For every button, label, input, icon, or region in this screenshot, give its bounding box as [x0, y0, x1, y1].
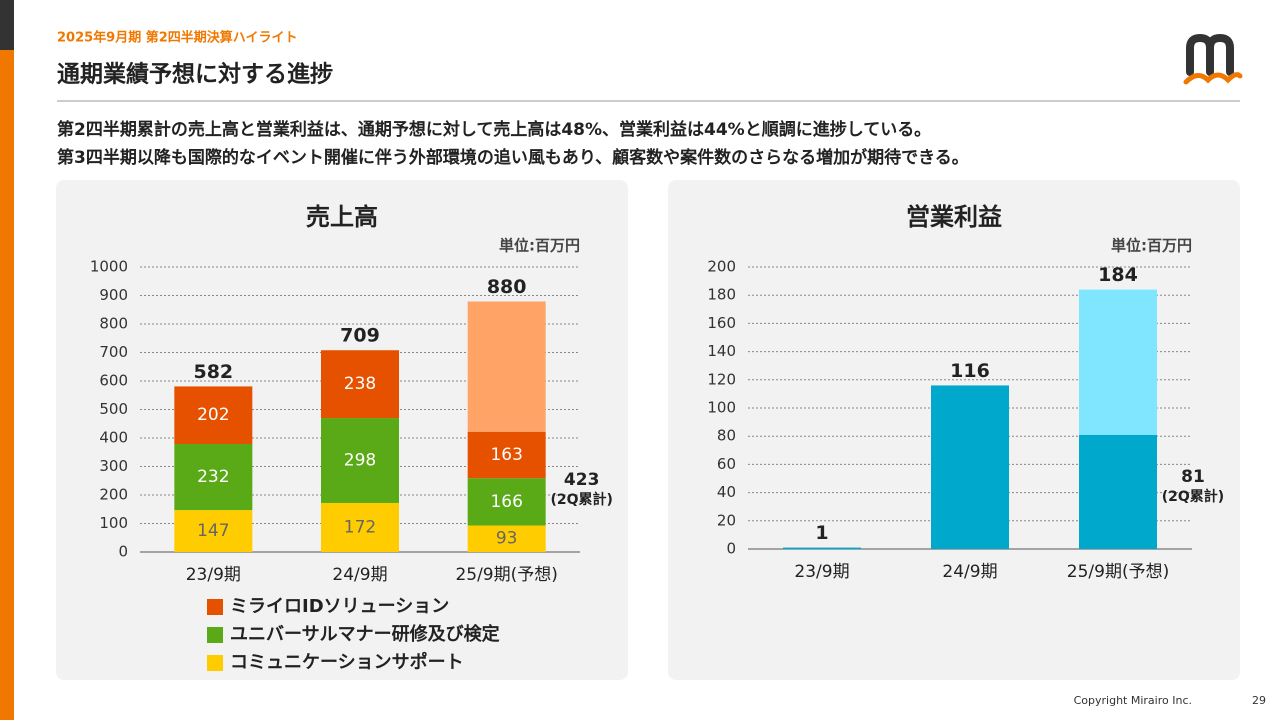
y-tick-label: 100	[99, 514, 128, 532]
annotation-label: (2Q累計)	[1162, 488, 1224, 505]
x-tick-label: 23/9期	[186, 565, 241, 585]
bar-segment	[321, 502, 399, 552]
bar-segment	[174, 510, 253, 552]
y-tick-label: 400	[99, 429, 128, 447]
bar-segment	[467, 525, 546, 552]
slide-title: 通期業績予想に対する進捗	[57, 61, 333, 88]
y-tick-label: 300	[99, 457, 128, 475]
y-tick-label: 200	[99, 486, 128, 504]
bar-segment	[467, 478, 546, 526]
total-label: 184	[1098, 264, 1138, 286]
bar-segment	[174, 443, 253, 511]
annotation-value: 81	[1181, 467, 1205, 487]
bar-segment	[931, 385, 1009, 549]
copyright: Copyright Mirairo Inc.	[1074, 694, 1192, 707]
annotation-label: (2Q累計)	[550, 491, 612, 508]
bar-segment	[321, 418, 399, 503]
legend-swatch	[207, 599, 223, 615]
lead: 第3四半期以降も国際的なイベント開催に伴う外部環境の追い風もあり、顧客数や案件数…	[57, 147, 969, 168]
y-tick-label: 80	[717, 427, 736, 445]
page-number: 29	[1252, 694, 1266, 707]
segment-label: 147	[197, 521, 229, 541]
segment-label: 93	[496, 529, 518, 549]
legend-swatch	[207, 655, 223, 671]
bar-segment	[467, 431, 546, 479]
bar-segment	[321, 350, 399, 419]
chart-title: 営業利益	[906, 203, 1002, 231]
y-tick-label: 140	[707, 342, 736, 360]
segment-label: 166	[490, 492, 522, 512]
segment-label: 172	[344, 517, 376, 537]
x-tick-label: 25/9期(予想)	[455, 565, 557, 585]
y-tick-label: 20	[717, 511, 736, 529]
x-tick-label: 25/9期(予想)	[1067, 562, 1169, 582]
total-label: 709	[340, 325, 380, 347]
y-tick-label: 0	[726, 540, 736, 558]
bar-segment	[783, 547, 861, 550]
y-tick-label: 200	[707, 258, 736, 276]
total-label: 116	[950, 360, 990, 382]
segment-label: 238	[344, 374, 376, 394]
total-label: 880	[487, 276, 527, 298]
total-label: 1	[815, 522, 828, 544]
bar-segment	[1079, 289, 1157, 435]
bar-segment	[174, 386, 253, 444]
total-label: 582	[193, 361, 233, 383]
section: 2025年9月期 第2四半期決算ハイライト	[57, 30, 298, 46]
y-tick-label: 160	[707, 314, 736, 332]
legend-label: ミライロIDソリューション	[230, 596, 449, 617]
side-bar	[0, 50, 14, 720]
logo	[1183, 33, 1243, 85]
y-tick-label: 500	[99, 400, 128, 418]
segment-label: 163	[490, 445, 522, 465]
x-tick-label: 24/9期	[332, 565, 387, 585]
chart-title: 売上高	[306, 203, 378, 231]
x-tick-label: 24/9期	[942, 562, 997, 582]
unit-label: 単位:百万円	[499, 237, 580, 255]
legend-label: ユニバーサルマナー研修及び検定	[230, 623, 500, 645]
legend-label: コミュニケーションサポート	[230, 651, 464, 673]
bar-segment	[467, 301, 546, 432]
y-tick-label: 40	[717, 483, 736, 501]
y-tick-label: 0	[118, 543, 128, 561]
y-tick-label: 1000	[90, 258, 128, 276]
x-tick-label: 23/9期	[794, 562, 849, 582]
legend-swatch	[207, 627, 223, 643]
segment-label: 298	[344, 451, 376, 471]
y-tick-label: 800	[99, 315, 128, 333]
bar-segment	[1079, 434, 1157, 549]
lead: 第2四半期累計の売上高と営業利益は、通期予想に対して売上高は48%、営業利益は4…	[57, 119, 931, 140]
y-tick-label: 600	[99, 372, 128, 390]
unit-label: 単位:百万円	[1111, 237, 1192, 255]
y-tick-label: 700	[99, 343, 128, 361]
y-tick-label: 60	[717, 455, 736, 473]
y-tick-label: 900	[99, 286, 128, 304]
segment-label: 232	[197, 467, 229, 487]
y-tick-label: 180	[707, 286, 736, 304]
side-bar-top	[0, 0, 14, 50]
segment-label: 202	[197, 405, 229, 425]
y-tick-label: 100	[707, 399, 736, 417]
annotation-value: 423	[564, 470, 600, 490]
y-tick-label: 120	[707, 370, 736, 388]
